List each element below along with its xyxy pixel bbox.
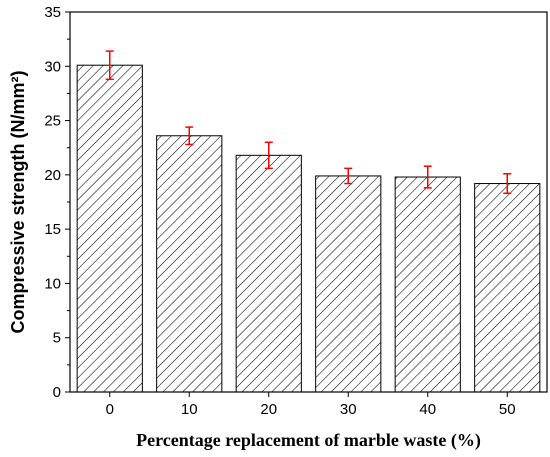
bar-20	[235, 154, 302, 393]
bar-0	[76, 64, 143, 393]
error-bar-40	[423, 165, 432, 189]
error-bar-50	[503, 173, 512, 195]
y-tick-label-25: 25	[44, 113, 61, 130]
x-tick-label-0: 0	[106, 401, 114, 418]
x-tick-label-20: 20	[260, 401, 277, 418]
x-tick-label-40: 40	[419, 401, 436, 418]
error-bars-layer	[105, 50, 512, 195]
x-axis-title: Percentage replacement of marble waste (…	[136, 430, 481, 451]
x-axis: 0 10 20 30 40 50	[106, 392, 516, 418]
x-tick-label-30: 30	[340, 401, 357, 418]
error-bar-20	[264, 141, 273, 170]
y-tick-label-0: 0	[53, 384, 61, 401]
y-axis-title: Compressive strength (N/mm²)	[8, 70, 28, 333]
bar-10	[156, 135, 223, 393]
y-axis: 0 5 10 15 20 25 30 35	[44, 4, 70, 401]
y-tick-label-35: 35	[44, 4, 61, 21]
y-tick-label-20: 20	[44, 167, 61, 184]
bar-50	[474, 183, 541, 393]
y-tick-label-30: 30	[44, 58, 61, 75]
error-bar-0	[105, 50, 114, 81]
error-bar-30	[344, 167, 353, 185]
y-tick-label-15: 15	[44, 221, 61, 238]
y-tick-label-10: 10	[44, 275, 61, 292]
bars-layer	[76, 64, 541, 393]
x-tick-label-10: 10	[181, 401, 198, 418]
error-bar-10	[185, 126, 194, 146]
bar-40	[394, 176, 461, 393]
y-tick-label-5: 5	[53, 330, 61, 347]
bar-30	[315, 175, 382, 393]
x-tick-label-50: 50	[499, 401, 516, 418]
